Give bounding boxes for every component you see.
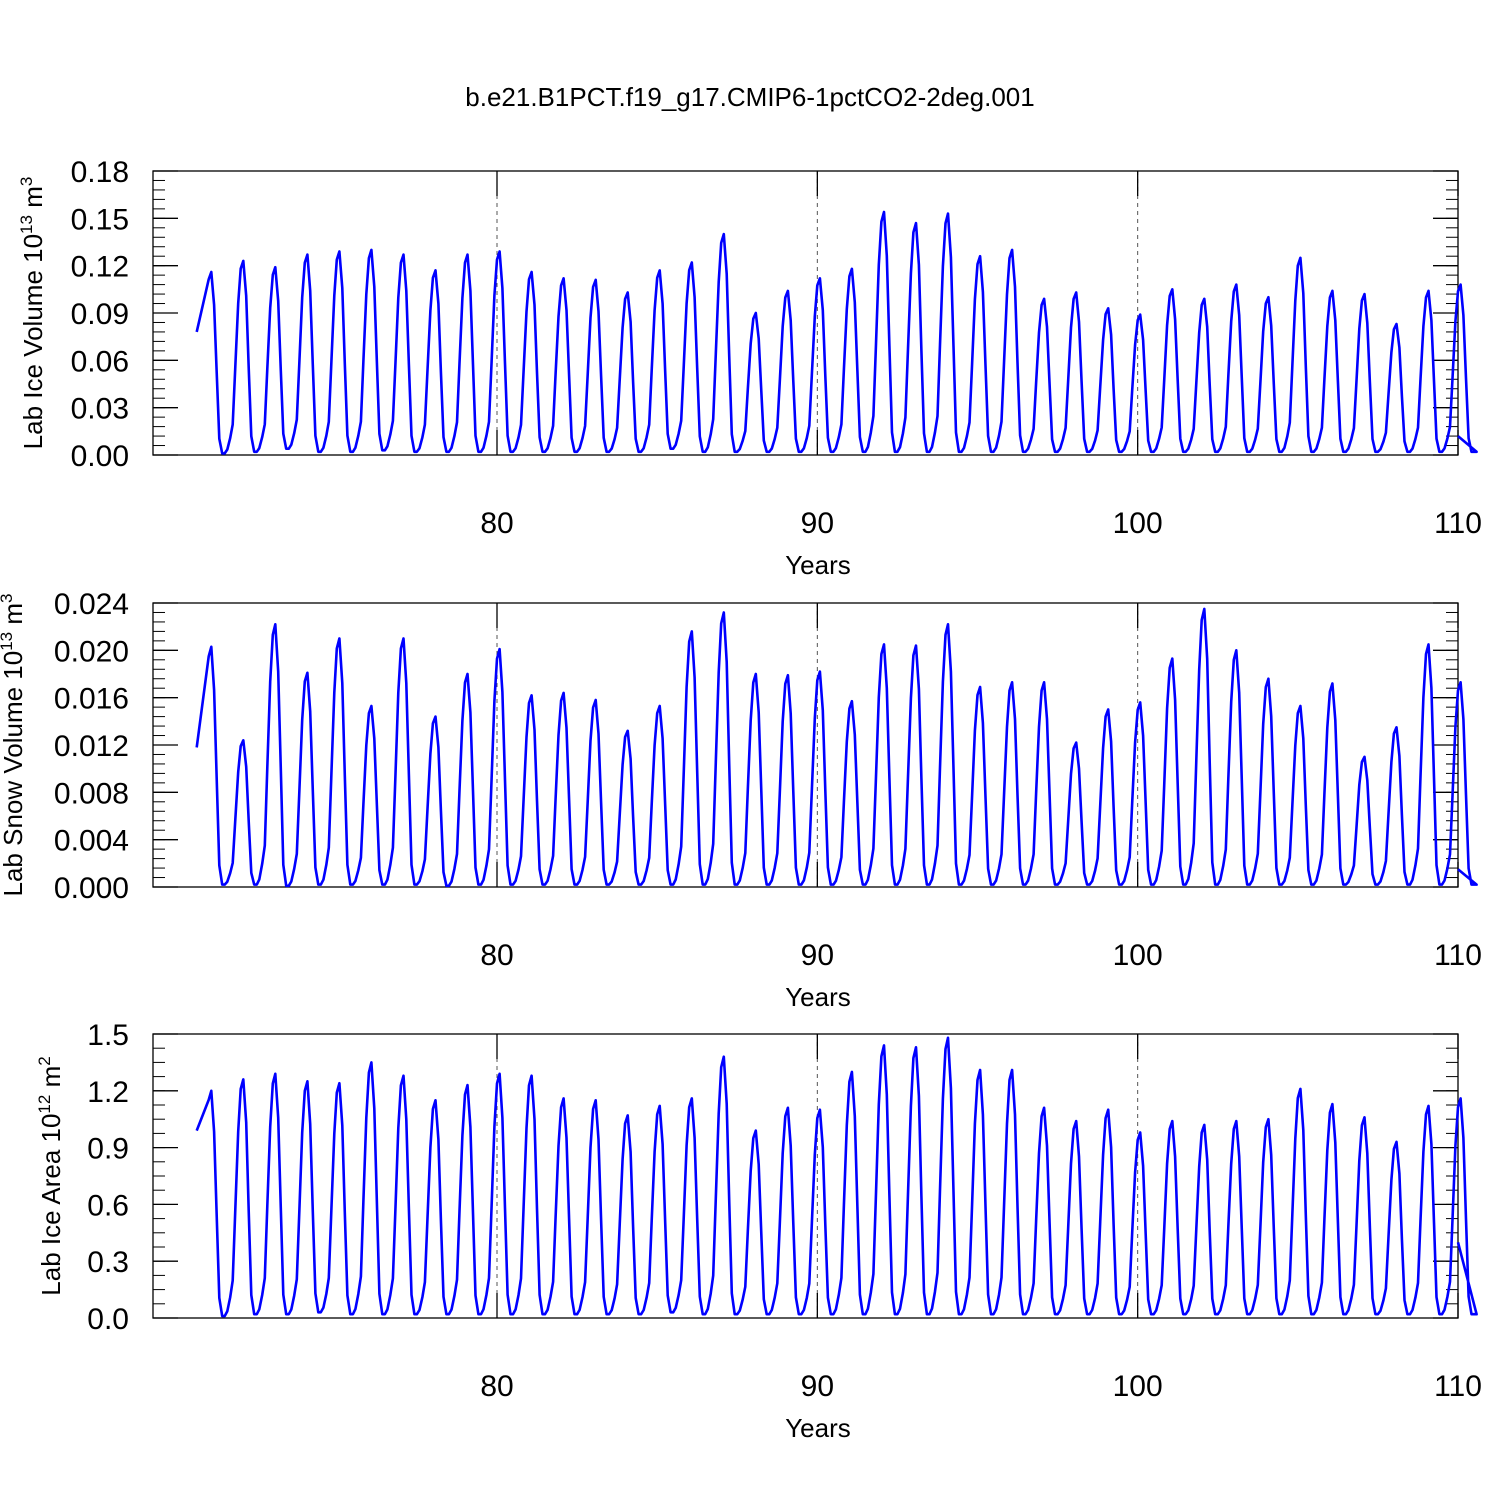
y-axis-title-unit: m <box>0 603 28 632</box>
y-tick-label: 0.18 <box>71 156 129 189</box>
panel-ice-volume: 0.00 0.03 0.06 0.09 0.12 0.15 0.18 80 90 100 110 Ye… <box>17 156 1482 580</box>
y-tick-label: 0.012 <box>54 730 129 763</box>
x-tick-label: 90 <box>801 1370 834 1403</box>
series-line <box>195 210 1478 455</box>
y-tick-label: 0.020 <box>54 635 129 668</box>
y-axis-title-exp: 13 <box>0 632 16 651</box>
y-axis-title-unit-exp: 3 <box>0 593 16 602</box>
y-tick-label: 0.9 <box>87 1133 129 1166</box>
x-tick-label: 110 <box>1434 507 1482 540</box>
x-tick-label: 110 <box>1434 1370 1482 1403</box>
x-tick-label: 110 <box>1434 939 1482 972</box>
y-tick-label: 0.3 <box>87 1246 129 1279</box>
x-tick-label: 80 <box>480 507 513 540</box>
y-tick-label: 0.024 <box>54 588 129 621</box>
y-axis-title-unit-exp: 3 <box>17 177 36 186</box>
series-line <box>195 607 1478 888</box>
y-axis-title-unit: m <box>18 186 48 215</box>
y-tick-label: 0.0 <box>87 1303 129 1336</box>
y-tick-label: 0.00 <box>71 440 129 473</box>
y-axis-title: Lab Snow Volume 1013 m3 <box>0 593 28 896</box>
x-tick-label: 100 <box>1113 507 1163 540</box>
x-tick-label: 90 <box>801 939 834 972</box>
series-line <box>195 1036 1478 1318</box>
y-tick-label: 0.008 <box>54 777 129 810</box>
x-tick-label: 80 <box>480 939 513 972</box>
figure-title: b.e21.B1PCT.f19_g17.CMIP6-1pctCO2-2deg.0… <box>465 82 1034 112</box>
y-tick-label: 1.2 <box>87 1076 129 1109</box>
y-axis-title-main: Lab Ice Area 10 <box>36 1114 66 1296</box>
y-tick-label: 0.000 <box>54 872 129 905</box>
x-tick-label: 80 <box>480 1370 513 1403</box>
y-tick-label: 0.6 <box>87 1189 129 1222</box>
x-axis-title: Years <box>785 982 851 1012</box>
x-tick-label: 90 <box>801 507 834 540</box>
y-tick-label: 1.5 <box>87 1019 129 1052</box>
y-axis-title-main: Lab Snow Volume 10 <box>0 651 28 897</box>
y-axis-title-unit-exp: 2 <box>35 1056 54 1065</box>
panel-snow-volume: 0.000 0.004 0.008 0.012 0.016 0.020 0.024 80 90 1… <box>0 588 1482 1012</box>
x-tick-label: 100 <box>1113 1370 1163 1403</box>
x-axis-title: Years <box>785 1413 851 1443</box>
y-axis-title-unit: m <box>36 1066 66 1095</box>
y-tick-label: 0.06 <box>71 345 129 378</box>
x-axis-title: Years <box>785 550 851 580</box>
x-tick-label: 100 <box>1113 939 1163 972</box>
panel-ice-area: 0.0 0.3 0.6 0.9 1.2 1.5 80 90 100 110 Years Lab Ice… <box>35 1019 1482 1443</box>
y-tick-label: 0.15 <box>71 203 129 236</box>
y-tick-label: 0.09 <box>71 298 129 331</box>
y-tick-label: 0.03 <box>71 393 129 426</box>
y-axis-title-exp: 13 <box>17 215 36 234</box>
y-axis-title: Lab Ice Area 1012 m2 <box>35 1056 66 1295</box>
plot-frame <box>152 170 1459 456</box>
y-axis-title: Lab Ice Volume 1013 m3 <box>17 177 48 450</box>
y-tick-label: 0.12 <box>71 251 129 284</box>
y-axis-title-main: Lab Ice Volume 10 <box>18 234 48 449</box>
y-axis-title-exp: 12 <box>35 1095 54 1114</box>
y-tick-label: 0.016 <box>54 683 129 716</box>
y-tick-label: 0.004 <box>54 825 129 858</box>
